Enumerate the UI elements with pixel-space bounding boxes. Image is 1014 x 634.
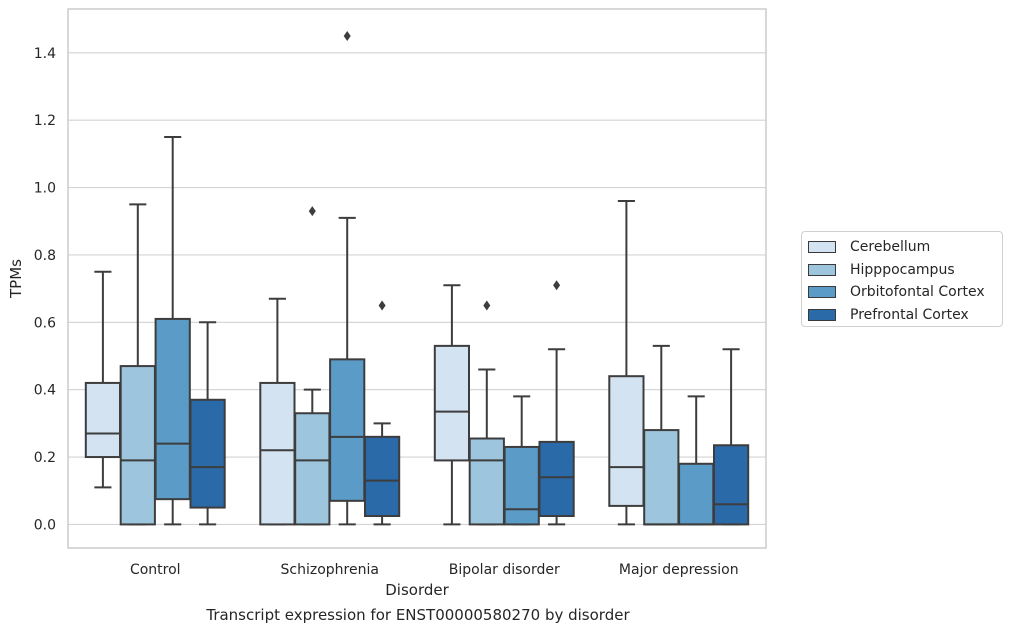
box xyxy=(538,440,575,517)
y-tick-label: 0.8 xyxy=(34,248,56,264)
box xyxy=(643,429,680,526)
box xyxy=(259,381,296,526)
y-axis-label: TPMs xyxy=(7,259,25,299)
box xyxy=(154,317,191,501)
legend-item: Cerebellum xyxy=(808,236,1002,259)
legend-swatch xyxy=(808,263,836,276)
legend-item: Orbitofontal Cortex xyxy=(808,281,1002,304)
legend-item: Hipppocampus xyxy=(808,259,1002,282)
x-tick-label: Schizophrenia xyxy=(281,562,379,578)
legend-swatch xyxy=(808,308,836,321)
y-tick-label: 1.2 xyxy=(34,113,56,129)
box xyxy=(119,365,156,526)
x-tick-label: Bipolar disorder xyxy=(449,562,560,578)
box xyxy=(712,444,750,526)
box xyxy=(294,412,331,526)
y-tick-label: 0.0 xyxy=(34,517,56,533)
legend-swatch xyxy=(808,286,836,299)
box xyxy=(363,435,401,517)
legend-label: Orbitofontal Cortex xyxy=(850,284,985,301)
y-tick-label: 1.0 xyxy=(34,181,56,197)
legend-label: Prefrontal Cortex xyxy=(850,306,969,323)
legend-swatch xyxy=(808,241,836,254)
figure-caption: Transcript expression for ENST0000058027… xyxy=(206,606,630,624)
y-tick-label: 0.6 xyxy=(34,315,56,331)
outlier-point xyxy=(378,300,386,311)
legend-item: Prefrontal Cortex xyxy=(808,304,1002,327)
outlier-point xyxy=(553,280,561,291)
box xyxy=(84,381,122,459)
y-tick-label: 0.4 xyxy=(34,383,56,399)
outlier-point xyxy=(483,300,491,311)
box xyxy=(503,445,540,526)
y-tick-label: 1.4 xyxy=(34,46,56,62)
plot-frame xyxy=(67,8,767,549)
box xyxy=(189,398,226,509)
box xyxy=(468,437,505,526)
x-tick-label: Major depression xyxy=(619,562,739,578)
x-tick-label: Control xyxy=(130,562,181,578)
box xyxy=(608,375,645,507)
box xyxy=(678,462,715,526)
box xyxy=(329,358,366,502)
x-axis-label: Disorder xyxy=(385,581,449,599)
legend-label: Hipppocampus xyxy=(850,261,955,278)
outlier-point xyxy=(308,206,316,217)
box xyxy=(433,344,471,462)
outlier-point xyxy=(343,30,351,41)
legend-label: Cerebellum xyxy=(850,239,931,256)
y-tick-label: 0.2 xyxy=(34,450,56,466)
legend: Cerebellum Hipppocampus Orbitofontal Corte… xyxy=(801,231,1003,327)
